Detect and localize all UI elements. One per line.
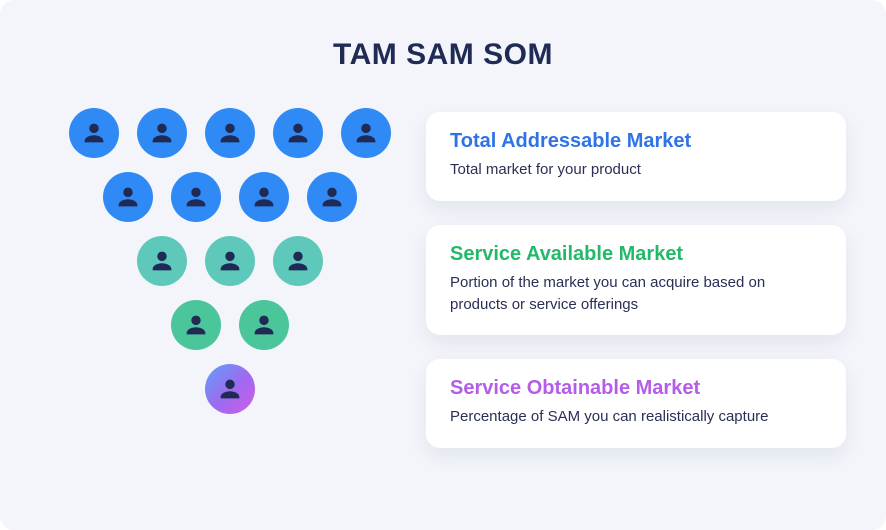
infographic-canvas: TAM SAM SOM Total Addressable Market Tot… [0, 0, 886, 530]
person-icon [251, 312, 277, 338]
card-tam-title: Total Addressable Market [450, 130, 822, 153]
avatar-icon [239, 172, 289, 222]
person-icon [285, 248, 311, 274]
funnel-diagram [60, 108, 400, 428]
person-icon [251, 184, 277, 210]
person-icon [319, 184, 345, 210]
avatar-icon [239, 300, 289, 350]
avatar-icon [171, 300, 221, 350]
person-icon [183, 184, 209, 210]
avatar-icon [205, 236, 255, 286]
card-som-desc: Percentage of SAM you can realistically … [450, 406, 822, 428]
person-icon [353, 120, 379, 146]
person-icon [217, 248, 243, 274]
card-sam: Service Available Market Portion of the … [426, 225, 846, 336]
avatar-icon [69, 108, 119, 158]
avatar-icon [341, 108, 391, 158]
person-icon [81, 120, 107, 146]
person-icon [285, 120, 311, 146]
avatar-icon [103, 172, 153, 222]
avatar-icon [137, 108, 187, 158]
card-sam-title: Service Available Market [450, 243, 822, 266]
page-title: TAM SAM SOM [0, 38, 886, 72]
person-icon [183, 312, 209, 338]
avatar-icon [205, 364, 255, 414]
funnel-row-tam [60, 108, 400, 158]
card-tam: Total Addressable Market Total market fo… [426, 112, 846, 201]
avatar-icon [273, 236, 323, 286]
card-som-title: Service Obtainable Market [450, 377, 822, 400]
person-icon [115, 184, 141, 210]
person-icon [217, 376, 243, 402]
funnel-row-sam [60, 300, 400, 350]
avatar-icon [307, 172, 357, 222]
card-som: Service Obtainable Market Percentage of … [426, 359, 846, 448]
definition-cards: Total Addressable Market Total market fo… [426, 112, 846, 448]
avatar-icon [137, 236, 187, 286]
person-icon [217, 120, 243, 146]
person-icon [149, 248, 175, 274]
card-tam-desc: Total market for your product [450, 159, 822, 181]
avatar-icon [273, 108, 323, 158]
funnel-row-tam [60, 172, 400, 222]
funnel-row-som [60, 364, 400, 414]
card-sam-desc: Portion of the market you can acquire ba… [450, 272, 822, 316]
avatar-icon [171, 172, 221, 222]
avatar-icon [205, 108, 255, 158]
person-icon [149, 120, 175, 146]
funnel-row-sam [60, 236, 400, 286]
